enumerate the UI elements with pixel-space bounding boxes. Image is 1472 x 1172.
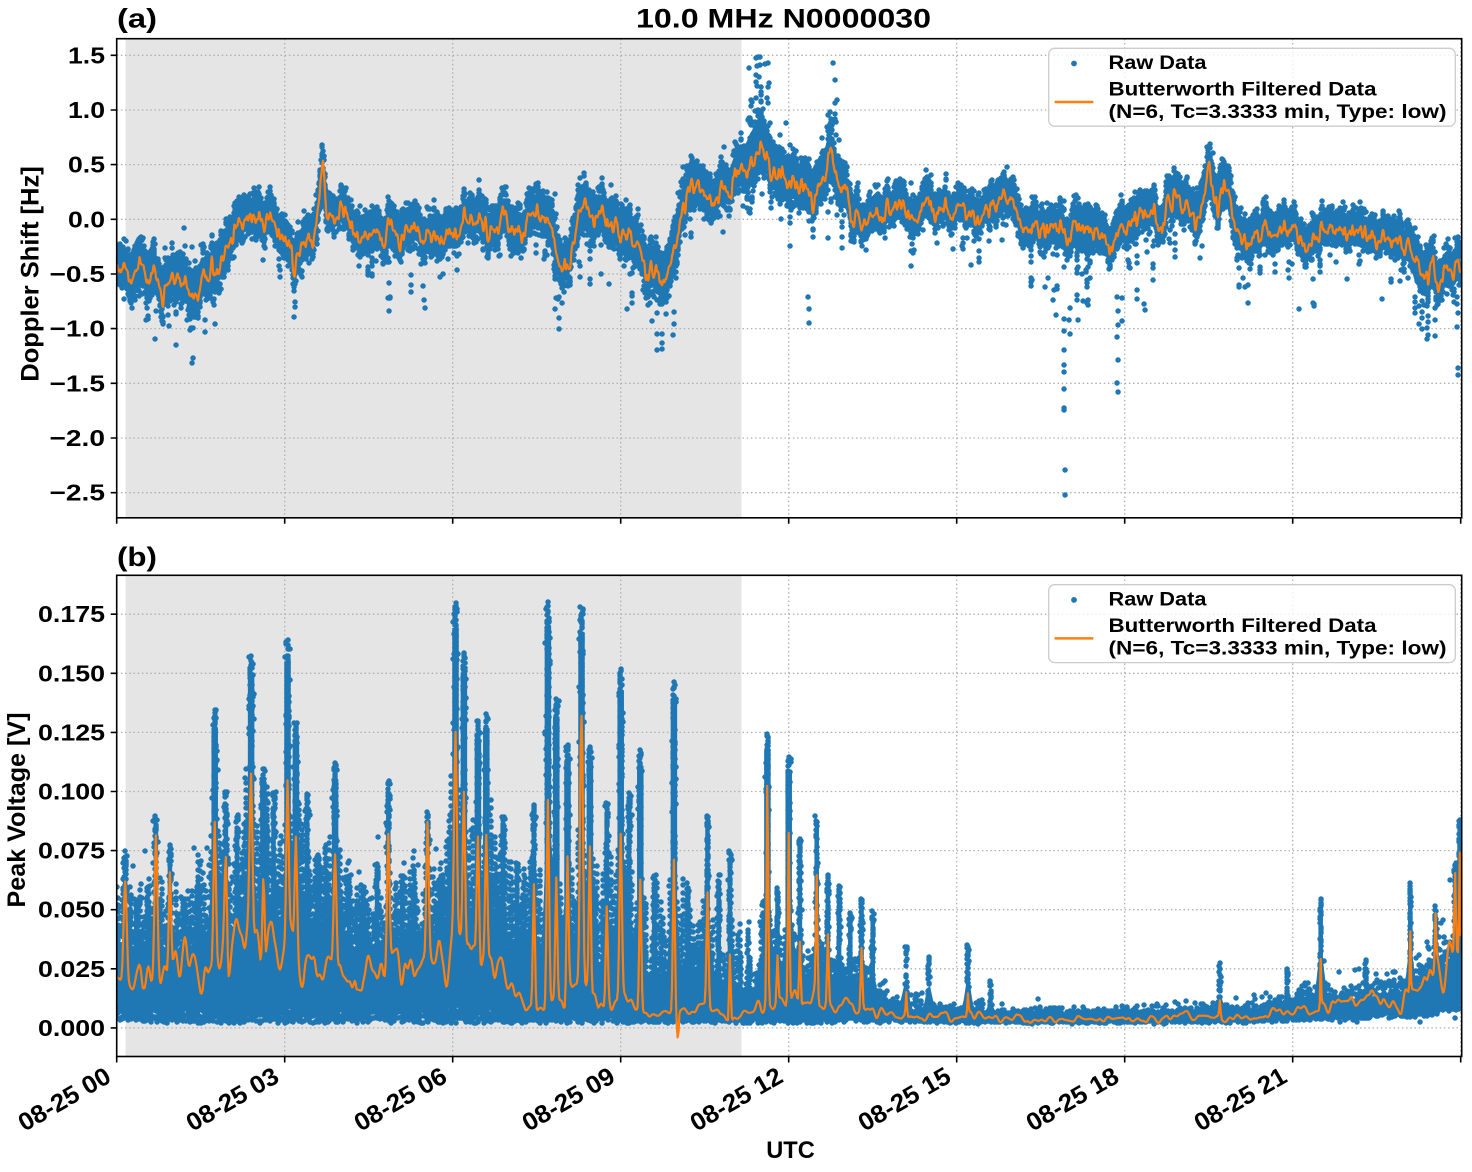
svg-text:0.175: 0.175 bbox=[38, 601, 105, 627]
svg-text:Butterworth Filtered Data: Butterworth Filtered Data bbox=[1109, 616, 1377, 637]
svg-text:0.5: 0.5 bbox=[68, 152, 105, 178]
svg-text:(N=6, Tc=3.3333 min, Type: low: (N=6, Tc=3.3333 min, Type: low) bbox=[1109, 639, 1447, 660]
svg-text:Butterworth Filtered Data: Butterworth Filtered Data bbox=[1109, 80, 1377, 101]
svg-text:Raw Data: Raw Data bbox=[1109, 53, 1207, 74]
svg-text:0.025: 0.025 bbox=[38, 956, 105, 982]
svg-text:Doppler Shift [Hz]: Doppler Shift [Hz] bbox=[17, 166, 45, 382]
svg-text:0.000: 0.000 bbox=[38, 1015, 105, 1041]
svg-text:Peak Voltage [V]: Peak Voltage [V] bbox=[3, 713, 31, 908]
svg-text:0.050: 0.050 bbox=[38, 897, 105, 923]
svg-text:(b): (b) bbox=[117, 542, 157, 572]
svg-text:(N=6, Tc=3.3333 min, Type: low: (N=6, Tc=3.3333 min, Type: low) bbox=[1109, 102, 1447, 123]
svg-text:10.0 MHz N0000030: 10.0 MHz N0000030 bbox=[636, 4, 931, 34]
svg-text:−1.0: −1.0 bbox=[50, 316, 106, 342]
svg-text:Raw Data: Raw Data bbox=[1109, 589, 1207, 610]
svg-text:0.125: 0.125 bbox=[38, 719, 105, 745]
svg-text:(a): (a) bbox=[117, 4, 157, 34]
svg-text:−1.5: −1.5 bbox=[50, 370, 106, 396]
svg-text:0.150: 0.150 bbox=[38, 660, 105, 686]
svg-text:−0.5: −0.5 bbox=[50, 261, 106, 287]
svg-text:−2.5: −2.5 bbox=[50, 480, 106, 506]
svg-text:1.5: 1.5 bbox=[68, 42, 105, 68]
svg-text:UTC: UTC bbox=[766, 1137, 815, 1164]
svg-text:0.0: 0.0 bbox=[68, 206, 105, 232]
svg-text:0.075: 0.075 bbox=[38, 838, 105, 864]
svg-text:−2.0: −2.0 bbox=[50, 425, 106, 451]
svg-text:1.0: 1.0 bbox=[68, 97, 105, 123]
svg-text:0.100: 0.100 bbox=[38, 779, 105, 805]
